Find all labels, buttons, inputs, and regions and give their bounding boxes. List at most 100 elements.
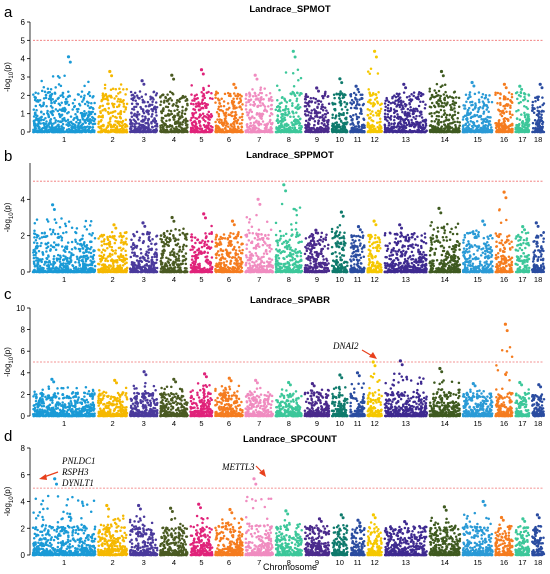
snp-point xyxy=(294,126,297,129)
snp-point xyxy=(507,98,510,101)
snp-point xyxy=(305,120,308,123)
snp-point xyxy=(66,269,69,272)
snp-point xyxy=(511,93,514,96)
snp-point xyxy=(255,120,258,123)
snp-point xyxy=(99,110,102,113)
snp-point xyxy=(234,86,237,89)
x-tick-label: 1 xyxy=(62,275,66,284)
x-tick-label: 15 xyxy=(474,135,482,144)
snp-point xyxy=(483,120,486,123)
snp-point xyxy=(375,111,378,114)
snp-point xyxy=(65,130,68,133)
snp-point xyxy=(260,86,263,89)
snp-point xyxy=(375,56,378,59)
snp-point xyxy=(112,250,115,253)
snp-point xyxy=(159,125,162,128)
snp-point xyxy=(91,116,94,119)
snp-point xyxy=(85,248,88,251)
snp-point xyxy=(384,99,387,102)
snp-point xyxy=(237,127,240,130)
snp-point xyxy=(192,103,195,106)
snp-point xyxy=(78,259,81,262)
snp-point xyxy=(51,267,54,270)
snp-point xyxy=(377,91,380,94)
snp-point xyxy=(271,99,274,102)
snp-point xyxy=(397,115,400,118)
snp-point xyxy=(275,126,278,128)
snp-point xyxy=(387,107,390,110)
snp-point xyxy=(343,101,346,104)
snp-point xyxy=(33,108,36,111)
snp-point xyxy=(47,129,50,132)
snp-point xyxy=(532,101,535,104)
snp-peak-point xyxy=(254,74,257,77)
snp-point xyxy=(205,107,208,110)
snp-point xyxy=(166,126,169,128)
snp-point xyxy=(466,118,469,121)
snp-point xyxy=(369,93,372,96)
snp-point xyxy=(257,120,260,123)
snp-point xyxy=(82,263,85,266)
snp-point xyxy=(528,94,531,97)
snp-point xyxy=(503,124,506,127)
snp-point xyxy=(85,220,88,223)
snp-point xyxy=(494,122,497,125)
snp-point xyxy=(437,103,440,106)
snp-point xyxy=(278,125,281,128)
snp-point xyxy=(88,123,91,126)
snp-point xyxy=(108,131,111,134)
snp-point xyxy=(53,260,56,263)
snp-point xyxy=(67,121,70,124)
snp-point xyxy=(117,92,120,95)
snp-point xyxy=(380,108,383,111)
snp-point xyxy=(141,95,144,98)
snp-point xyxy=(280,123,283,126)
snp-point xyxy=(75,121,78,124)
snp-point xyxy=(171,99,174,102)
snp-point xyxy=(103,243,106,246)
snp-point xyxy=(319,116,322,119)
snp-point xyxy=(81,244,84,247)
snp-point xyxy=(252,95,255,98)
snp-point xyxy=(520,88,523,91)
snp-point xyxy=(298,124,301,127)
snp-point xyxy=(245,94,248,97)
snp-point xyxy=(451,103,454,106)
chromosome-12-points xyxy=(366,50,383,134)
snp-point xyxy=(300,77,303,80)
chromosome-5-points xyxy=(189,68,213,133)
snp-point xyxy=(507,103,510,106)
chromosome-7-points xyxy=(244,74,273,134)
snp-point xyxy=(370,68,373,71)
snp-peak-point xyxy=(440,70,443,73)
snp-point xyxy=(250,98,253,101)
snp-point xyxy=(172,130,175,133)
snp-point xyxy=(541,96,544,99)
snp-point xyxy=(470,117,473,120)
snp-point xyxy=(293,85,296,88)
snp-point xyxy=(116,259,119,262)
snp-point xyxy=(367,108,370,111)
snp-point xyxy=(217,108,220,111)
snp-point xyxy=(179,117,182,120)
snp-point xyxy=(33,120,36,123)
snp-point xyxy=(87,101,90,104)
snp-point xyxy=(344,122,347,125)
snp-point xyxy=(133,131,136,134)
snp-point xyxy=(345,129,348,132)
snp-point xyxy=(465,100,468,103)
snp-point xyxy=(286,130,289,133)
snp-point xyxy=(256,78,259,81)
snp-point xyxy=(123,111,126,114)
snp-point xyxy=(402,100,405,103)
snp-point xyxy=(380,103,383,106)
snp-point xyxy=(447,119,450,122)
snp-point xyxy=(536,114,539,117)
snp-point xyxy=(68,220,71,223)
snp-point xyxy=(97,237,100,240)
snp-point xyxy=(74,113,77,116)
snp-point xyxy=(531,104,534,107)
snp-point xyxy=(446,126,449,128)
snp-point xyxy=(507,131,510,134)
snp-point xyxy=(181,106,184,109)
